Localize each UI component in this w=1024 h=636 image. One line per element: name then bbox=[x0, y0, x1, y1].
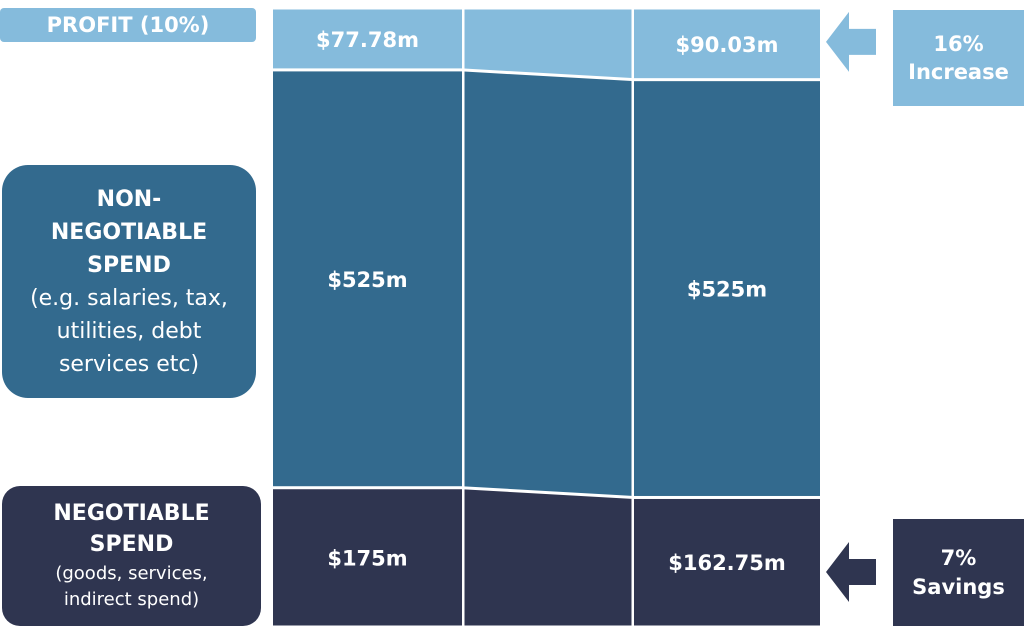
negotiable-desc-2: indirect spend) bbox=[63, 588, 200, 610]
value-label-1-negotiable: $175m bbox=[327, 546, 407, 570]
value-label-2-negotiable: $162.75m bbox=[668, 551, 786, 575]
value-label-1-non-negotiable: $525m bbox=[327, 268, 407, 292]
connector-negotiable bbox=[462, 489, 634, 626]
value-labels-group: $175m $525m $77.78m $162.75m $525m $90.03m bbox=[316, 28, 786, 575]
arrows-group bbox=[826, 11, 876, 602]
savings-percent: 7% bbox=[940, 546, 977, 571]
value-label-2-profit: $90.03m bbox=[676, 33, 779, 57]
savings-callout: 7% Savings bbox=[893, 519, 1024, 626]
connector-profit bbox=[462, 9, 634, 79]
non-negotiable-title-2: NEGOTIABLE bbox=[50, 219, 208, 245]
bar-2-non-negotiable bbox=[634, 81, 820, 496]
non-negotiable-desc-1: (e.g. salaries, tax, bbox=[30, 285, 228, 311]
non-negotiable-title-3: SPEND bbox=[87, 252, 171, 278]
bar-2-negotiable bbox=[634, 498, 820, 626]
bar-1-non-negotiable bbox=[273, 71, 462, 487]
savings-arrow bbox=[826, 542, 876, 602]
non-negotiable-desc-3: services etc) bbox=[58, 351, 200, 377]
increase-text: Increase bbox=[908, 60, 1009, 84]
bar-1-negotiable bbox=[273, 489, 462, 626]
profit-label: PROFIT (10%) bbox=[0, 8, 256, 42]
increase-callout: 16% Increase bbox=[893, 10, 1024, 106]
bar-1-profit bbox=[273, 9, 462, 69]
non-negotiable-spend-label: NON- NEGOTIABLE SPEND (e.g. salaries, ta… bbox=[2, 165, 256, 398]
savings-text: Savings bbox=[912, 574, 1005, 599]
increase-percent: 16% bbox=[933, 31, 984, 56]
increase-arrow bbox=[826, 11, 876, 72]
negotiable-spend-label: NEGOTIABLE SPEND (goods, services, indir… bbox=[2, 486, 261, 626]
negotiable-title-2: SPEND bbox=[89, 531, 174, 557]
non-negotiable-desc-2: utilities, debt bbox=[56, 318, 202, 344]
bars-group bbox=[273, 9, 820, 626]
value-label-1-profit: $77.78m bbox=[316, 28, 419, 52]
negotiable-title-1: NEGOTIABLE bbox=[53, 501, 210, 527]
bar-2-profit bbox=[634, 9, 820, 79]
connector-non-negotiable bbox=[462, 71, 634, 496]
negotiable-desc-1: (goods, services, bbox=[55, 562, 208, 584]
value-label-2-non-negotiable: $525m bbox=[687, 278, 767, 302]
connector-group bbox=[461, 8, 635, 627]
non-negotiable-title-1: NON- bbox=[96, 186, 162, 212]
